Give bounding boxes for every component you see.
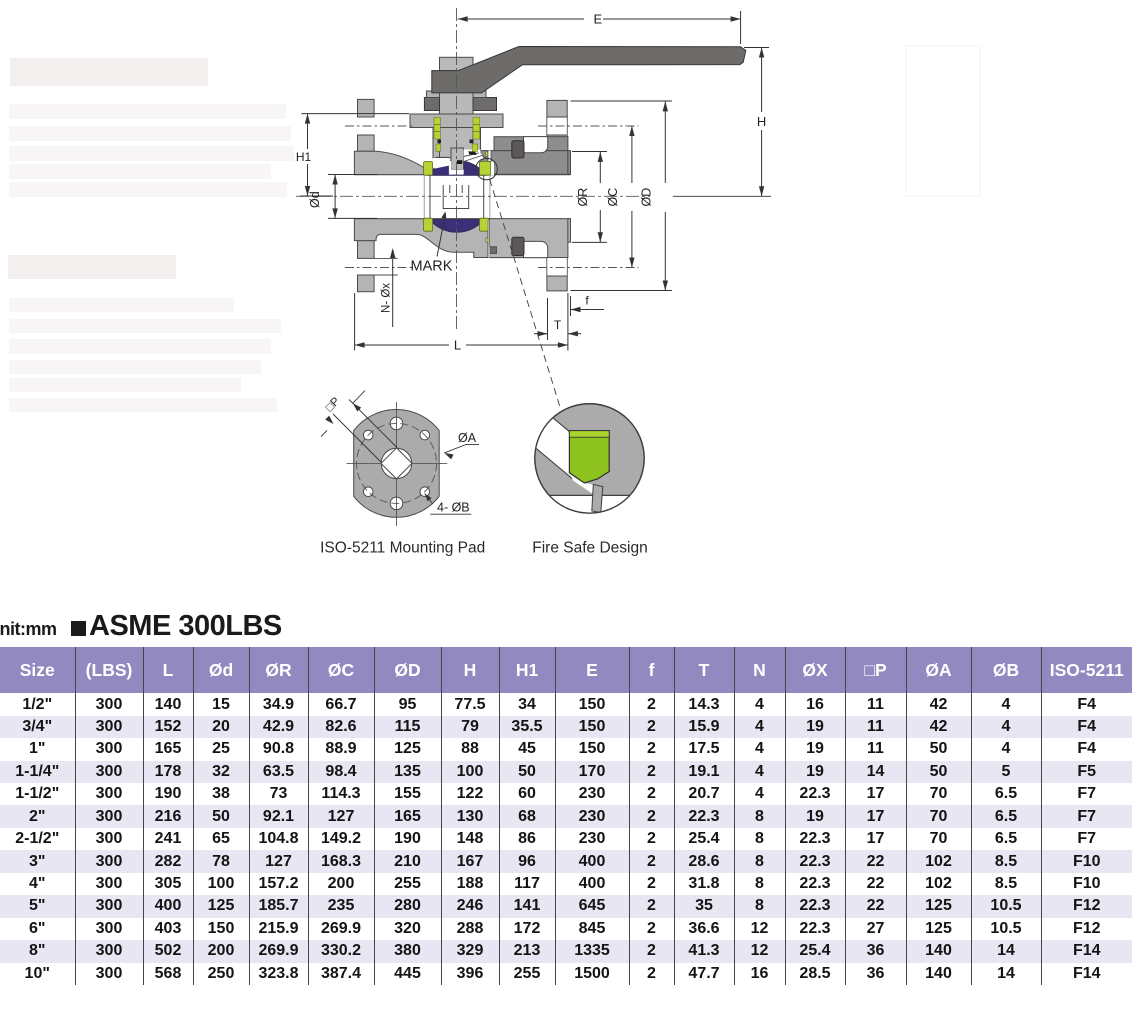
svg-text:L: L [454, 338, 461, 353]
svg-text:4- ØB: 4- ØB [437, 501, 470, 515]
svg-text:ØA: ØA [458, 431, 477, 445]
svg-text:N- Øx: N- Øx [381, 283, 393, 313]
svg-text:□P: □P [324, 395, 343, 414]
svg-text:Fire Safe Design: Fire Safe Design [532, 540, 647, 557]
svg-text:MARK: MARK [411, 259, 453, 275]
svg-text:H1: H1 [296, 150, 312, 164]
svg-text:E: E [594, 12, 603, 27]
svg-text:H: H [757, 114, 766, 129]
svg-text:T: T [554, 318, 562, 332]
svg-text:f: f [585, 294, 589, 308]
svg-text:ØC: ØC [606, 188, 620, 207]
svg-text:ISO-5211 Mounting Pad: ISO-5211 Mounting Pad [320, 540, 485, 557]
svg-text:ØD: ØD [640, 188, 654, 207]
svg-text:ØR: ØR [576, 188, 590, 207]
svg-text:Ød: Ød [308, 191, 322, 208]
